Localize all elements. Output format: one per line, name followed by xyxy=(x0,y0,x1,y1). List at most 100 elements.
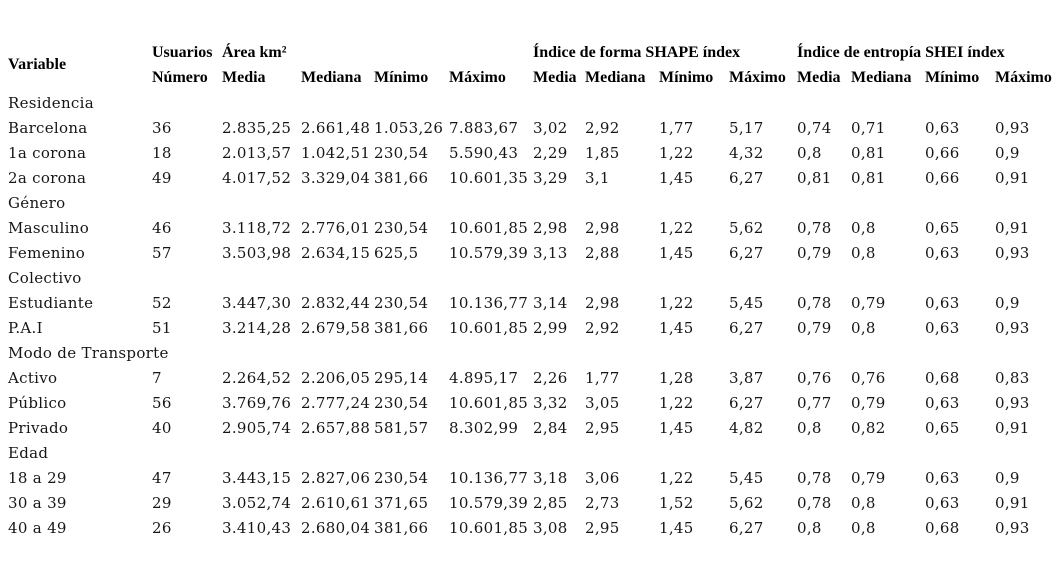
value-cell: 1,45 xyxy=(659,518,694,537)
value-cell: 0,8 xyxy=(851,518,876,537)
value-cell: 0,9 xyxy=(995,468,1020,487)
value-cell: 26 xyxy=(152,518,172,537)
value-cell: 3,08 xyxy=(533,518,568,537)
category-row: Colectivo xyxy=(8,265,1062,290)
value-cell: 57 xyxy=(152,243,172,262)
value-cell: 7.883,67 xyxy=(449,118,519,137)
category-label: Modo de Transporte xyxy=(8,343,169,362)
sub-header-cell: Mediana xyxy=(851,68,912,86)
value-cell: 0,81 xyxy=(851,168,886,187)
value-cell: 295,14 xyxy=(374,368,429,387)
sub-header-cell: Máximo xyxy=(729,68,786,86)
row-label: 30 a 39 xyxy=(8,493,67,512)
value-cell: 1,45 xyxy=(659,318,694,337)
group-header-row: Variable Usuarios Área km² Índice de for… xyxy=(8,40,1062,74)
header-shei-index: Índice de entropía SHEI índex xyxy=(797,43,1005,61)
value-cell: 0,82 xyxy=(851,418,886,437)
table-row: Activo 7 2.264,52 2.206,05 295,14 4.895,17 2,2… xyxy=(8,365,1062,390)
value-cell: 381,66 xyxy=(374,318,429,337)
header-usuarios: Usuarios xyxy=(152,43,213,61)
value-cell: 5,17 xyxy=(729,118,764,137)
table-body: Residencia Barcelona 36 2.835,25 2.661,48 1.0… xyxy=(8,90,1062,540)
value-cell: 4.895,17 xyxy=(449,368,519,387)
value-cell: 2.835,25 xyxy=(222,118,292,137)
value-cell: 0,76 xyxy=(851,368,886,387)
value-cell: 0,63 xyxy=(925,243,960,262)
value-cell: 3.214,28 xyxy=(222,318,292,337)
category-label: Colectivo xyxy=(8,268,82,287)
value-cell: 2,99 xyxy=(533,318,568,337)
category-row: Modo de Transporte xyxy=(8,340,1062,365)
value-cell: 29 xyxy=(152,493,172,512)
value-cell: 3.329,04 xyxy=(301,168,371,187)
value-cell: 5,45 xyxy=(729,468,764,487)
value-cell: 1,22 xyxy=(659,468,694,487)
sub-header-cell: Media xyxy=(533,68,577,86)
value-cell: 3,29 xyxy=(533,168,568,187)
value-cell: 10.601,85 xyxy=(449,393,529,412)
value-cell: 2,95 xyxy=(585,418,620,437)
value-cell: 1,45 xyxy=(659,243,694,262)
value-cell: 2.679,58 xyxy=(301,318,371,337)
value-cell: 0,81 xyxy=(797,168,832,187)
table-row: 2a corona 49 4.017,52 3.329,04 381,66 10.601,… xyxy=(8,165,1062,190)
value-cell: 10.136,77 xyxy=(449,293,529,312)
value-cell: 0,68 xyxy=(925,368,960,387)
value-cell: 1.042,51 xyxy=(301,143,371,162)
value-cell: 0,9 xyxy=(995,293,1020,312)
value-cell: 2,92 xyxy=(585,318,620,337)
value-cell: 2.832,44 xyxy=(301,293,371,312)
value-cell: 5,45 xyxy=(729,293,764,312)
value-cell: 230,54 xyxy=(374,143,429,162)
value-cell: 2.610,61 xyxy=(301,493,371,512)
row-label: Privado xyxy=(8,418,69,437)
value-cell: 0,91 xyxy=(995,493,1030,512)
value-cell: 0,8 xyxy=(797,143,822,162)
value-cell: 0,78 xyxy=(797,218,832,237)
value-cell: 2,85 xyxy=(533,493,568,512)
value-cell: 52 xyxy=(152,293,172,312)
value-cell: 0,93 xyxy=(995,243,1030,262)
value-cell: 2.013,57 xyxy=(222,143,292,162)
row-label: 1a corona xyxy=(8,143,87,162)
category-row: Residencia xyxy=(8,90,1062,115)
sub-header-cell: Máximo xyxy=(995,68,1052,86)
value-cell: 5,62 xyxy=(729,218,764,237)
value-cell: 2,98 xyxy=(585,218,620,237)
value-cell: 6,27 xyxy=(729,393,764,412)
sub-header-cell: Mínimo xyxy=(659,68,714,86)
value-cell: 230,54 xyxy=(374,218,429,237)
value-cell: 0,63 xyxy=(925,118,960,137)
value-cell: 0,93 xyxy=(995,393,1030,412)
value-cell: 2.827,06 xyxy=(301,468,371,487)
value-cell: 0,78 xyxy=(797,293,832,312)
value-cell: 381,66 xyxy=(374,518,429,537)
value-cell: 2,95 xyxy=(585,518,620,537)
value-cell: 0,93 xyxy=(995,118,1030,137)
table-row: 30 a 39 29 3.052,74 2.610,61 371,65 10.579,39… xyxy=(8,490,1062,515)
value-cell: 1,85 xyxy=(585,143,620,162)
value-cell: 10.601,35 xyxy=(449,168,529,187)
value-cell: 0,63 xyxy=(925,393,960,412)
sub-header-row: Número Media Mediana Mínimo Máximo Media Media… xyxy=(8,65,1062,90)
value-cell: 2.264,52 xyxy=(222,368,292,387)
value-cell: 0,79 xyxy=(851,393,886,412)
value-cell: 381,66 xyxy=(374,168,429,187)
value-cell: 2.634,15 xyxy=(301,243,371,262)
sub-header-cell: Máximo xyxy=(449,68,506,86)
value-cell: 3,06 xyxy=(585,468,620,487)
value-cell: 3.118,72 xyxy=(222,218,292,237)
value-cell: 0,8 xyxy=(851,493,876,512)
sub-header-cell: Mínimo xyxy=(374,68,429,86)
table-row: Masculino 46 3.118,72 2.776,01 230,54 10.601,… xyxy=(8,215,1062,240)
value-cell: 2.776,01 xyxy=(301,218,371,237)
sub-header-cell: Mediana xyxy=(301,68,362,86)
value-cell: 18 xyxy=(152,143,172,162)
value-cell: 3.410,43 xyxy=(222,518,292,537)
category-row: Género xyxy=(8,190,1062,215)
value-cell: 10.579,39 xyxy=(449,493,529,512)
value-cell: 49 xyxy=(152,168,172,187)
value-cell: 2.661,48 xyxy=(301,118,371,137)
value-cell: 2,73 xyxy=(585,493,620,512)
value-cell: 3.052,74 xyxy=(222,493,292,512)
